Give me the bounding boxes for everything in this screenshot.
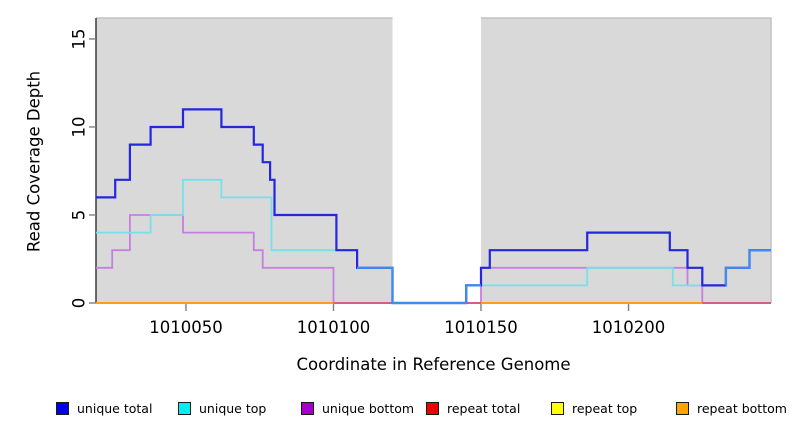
y-tick-label: 5 (70, 210, 89, 221)
legend-item-repeat-bottom: repeat bottom (676, 399, 787, 417)
series-unique-bottom (96, 214, 771, 304)
x-tick-label: 1010150 (444, 318, 518, 337)
x-axis-label: Coordinate in Reference Genome (296, 355, 571, 374)
legend-swatch-unique-total (56, 401, 69, 415)
legend-swatch-repeat-top (551, 401, 564, 415)
y-tick-label: 10 (70, 116, 89, 137)
series-overlap-blue-cyan-1 (724, 249, 771, 287)
legend-swatch-repeat-bottom (676, 401, 689, 415)
y-axis-label: Read Coverage Depth (24, 70, 44, 253)
legend-item-repeat-top: repeat top (551, 399, 637, 417)
legend-label: repeat total (447, 400, 521, 416)
y-tick-label: 15 (70, 28, 89, 49)
x-tick-label: 1010100 (297, 318, 371, 337)
legend-label: repeat bottom (697, 400, 787, 416)
legend-swatch-unique-bottom (301, 401, 314, 415)
legend-item-repeat-total: repeat total (426, 399, 520, 417)
legend-label: repeat top (572, 400, 638, 416)
legend-label: unique top (199, 400, 267, 416)
legend: unique total unique top unique bottom repea… (0, 399, 792, 421)
legend-item-unique-top: unique top (178, 399, 266, 417)
gap-mask (392, 17, 481, 303)
series-unique-total (96, 108, 771, 305)
x-tick-label: 1010050 (149, 318, 223, 337)
legend-label: unique bottom (322, 400, 415, 416)
legend-item-unique-total: unique total (56, 399, 152, 417)
series-overlap-blue-cyan-0 (357, 266, 481, 305)
legend-swatch-unique-top (178, 401, 191, 415)
legend-label: unique total (77, 400, 153, 416)
x-tick-label: 1010200 (592, 318, 666, 337)
plot-edge (96, 17, 772, 303)
legend-item-unique-bottom: unique bottom (301, 399, 414, 417)
y-tick-label: 0 (70, 298, 89, 309)
legend-swatch-repeat-total (426, 401, 439, 415)
